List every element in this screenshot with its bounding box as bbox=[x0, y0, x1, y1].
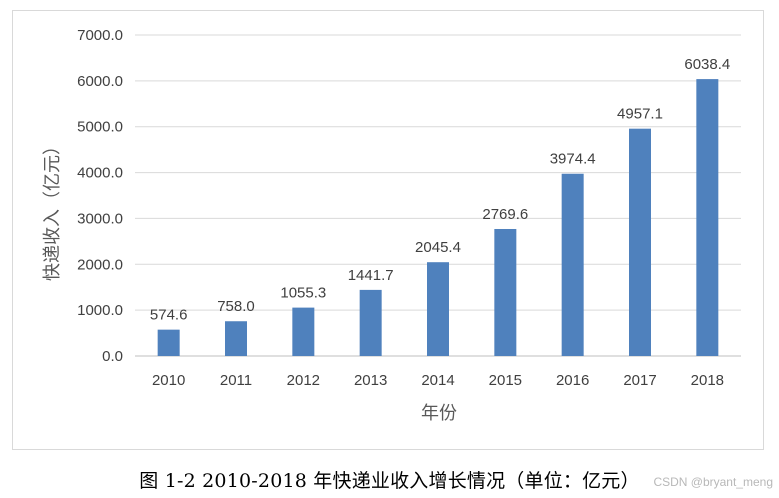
y-tick-label: 6000.0 bbox=[77, 73, 123, 90]
data-label: 4957.1 bbox=[617, 106, 663, 123]
y-tick-label: 0.0 bbox=[102, 348, 123, 365]
data-label: 2769.6 bbox=[482, 206, 528, 223]
data-label: 1055.3 bbox=[280, 285, 326, 302]
bar bbox=[561, 173, 584, 356]
bar bbox=[427, 262, 449, 356]
watermark: CSDN @bryant_meng bbox=[653, 475, 773, 489]
y-tick-label: 3000.0 bbox=[77, 210, 123, 227]
bar bbox=[225, 321, 247, 356]
bar bbox=[359, 289, 382, 356]
x-tick-label: 2012 bbox=[287, 372, 320, 389]
bar bbox=[696, 79, 719, 357]
data-label: 3974.4 bbox=[550, 151, 596, 168]
y-axis-label: 快递收入（亿元） bbox=[42, 137, 62, 281]
x-tick-label: 2017 bbox=[623, 372, 656, 389]
bar bbox=[157, 329, 180, 356]
y-tick-label: 7000.0 bbox=[77, 27, 123, 44]
data-label: 1441.7 bbox=[348, 267, 394, 284]
x-tick-label: 2016 bbox=[556, 372, 589, 389]
bar bbox=[629, 128, 651, 356]
figure-caption: 图 1-2 2010-2018 年快递业收入增长情况（单位：亿元） bbox=[139, 470, 640, 492]
data-label: 6038.4 bbox=[684, 56, 730, 73]
y-tick-label: 4000.0 bbox=[77, 165, 123, 182]
x-tick-label: 2014 bbox=[421, 372, 454, 389]
x-tick-label: 2015 bbox=[489, 372, 522, 389]
bar-chart: 0.0 1000.0 2000.0 3000.0 4000.0 5000.0 6000.0 7… bbox=[42, 27, 741, 423]
bar bbox=[292, 307, 315, 356]
x-tick-label: 2018 bbox=[691, 372, 724, 389]
x-tick-label: 2013 bbox=[354, 372, 387, 389]
x-tick-label: 2010 bbox=[152, 372, 185, 389]
data-label: 2045.4 bbox=[415, 239, 461, 256]
x-tick-label: 2011 bbox=[220, 372, 252, 389]
y-tick-label: 2000.0 bbox=[77, 256, 123, 273]
x-axis-label: 年份 bbox=[421, 403, 457, 423]
y-tick-label: 1000.0 bbox=[77, 302, 123, 319]
chart-frame: 0.0 1000.0 2000.0 3000.0 4000.0 5000.0 6000.0 7… bbox=[12, 10, 764, 450]
data-label: 758.0 bbox=[217, 298, 255, 315]
y-tick-label: 5000.0 bbox=[77, 119, 123, 136]
bar bbox=[494, 228, 517, 356]
data-label: 574.6 bbox=[150, 307, 188, 324]
